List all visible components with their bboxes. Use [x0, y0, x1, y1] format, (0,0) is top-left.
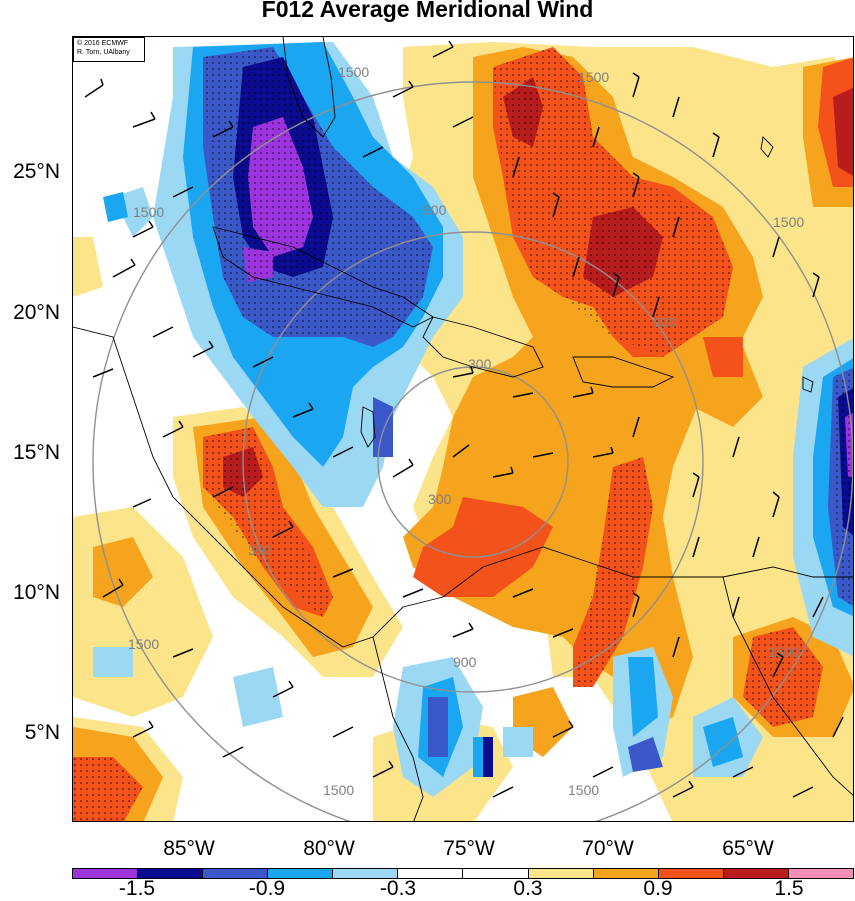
ring-label-1500c: 1500 [133, 204, 164, 220]
colorbar-swatch [528, 869, 594, 878]
lon-label-80w: 80°W [303, 837, 355, 860]
colorbar-swatch [788, 869, 853, 878]
lat-label-10n: 10°N [13, 581, 60, 604]
colorbar-label: -0.9 [248, 877, 286, 900]
ring-label-1500d: 1500 [128, 636, 159, 652]
map-title: F012 Average Meridional Wind [261, 0, 594, 22]
ring-label-300c: 300 [248, 542, 272, 558]
ring-label-1500b: 1500 [578, 69, 609, 85]
colorbar-swatch [268, 869, 334, 878]
ring-label-1500h: 1500 [768, 644, 799, 660]
stippling [73, 47, 853, 821]
lon-label-70w: 70°W [582, 837, 634, 860]
coastlines [73, 37, 853, 821]
credit-line-1: © 2016 ECMWF [77, 40, 129, 47]
colorbar [72, 868, 854, 879]
wind-barbs [84, 40, 844, 798]
colorbar-label: 1.5 [774, 877, 804, 900]
map-panel: 300 300 300 900 900 900 1500 1500 1500 1… [72, 36, 854, 822]
lon-label-65w: 65°W [722, 837, 774, 860]
ring-label-300b: 300 [428, 491, 452, 507]
lon-label-75w: 75°W [443, 837, 495, 860]
colorbar-label: 0.9 [643, 877, 673, 900]
ring-label-1500g: 1500 [773, 214, 804, 230]
lat-label-20n: 20°N [13, 301, 60, 324]
colorbar-swatch [73, 869, 139, 878]
colorbar-swatch [658, 869, 724, 878]
colorbar-swatch [463, 869, 529, 878]
ring-label-900: 900 [423, 202, 447, 218]
colorbar-label: -1.5 [118, 877, 156, 900]
lon-label-85w: 85°W [163, 837, 215, 860]
ring-label-300: 300 [468, 356, 492, 372]
colorbar-swatch [723, 869, 789, 878]
lat-label-5n: 5°N [24, 721, 60, 744]
colorbar-swatch [593, 869, 659, 878]
ring-label-900b: 900 [453, 654, 477, 670]
credit-box: © 2016 ECMWF R. Torn, UAlbany [73, 37, 145, 62]
range-ring-labels: 300 300 300 900 900 900 1500 1500 1500 1… [128, 64, 804, 798]
ring-label-1500f: 1500 [568, 782, 599, 798]
credit-line-2: R. Torn, UAlbany [77, 49, 130, 56]
ring-label-1500e: 1500 [323, 782, 354, 798]
lat-label-25n: 25°N [13, 160, 60, 183]
colorbar-swatch [333, 869, 399, 878]
colorbar-swatch [138, 869, 204, 878]
colorbar-swatch [203, 869, 269, 878]
colorbar-swatch [398, 869, 464, 878]
ring-label-900c: 900 [653, 314, 677, 330]
lat-label-15n: 15°N [13, 441, 60, 464]
colorbar-label: -0.3 [379, 877, 417, 900]
colorbar-label: 0.3 [513, 877, 543, 900]
ring-label-1500: 1500 [338, 64, 369, 80]
meridional-wind-map: 300 300 300 900 900 900 1500 1500 1500 1… [73, 37, 853, 821]
